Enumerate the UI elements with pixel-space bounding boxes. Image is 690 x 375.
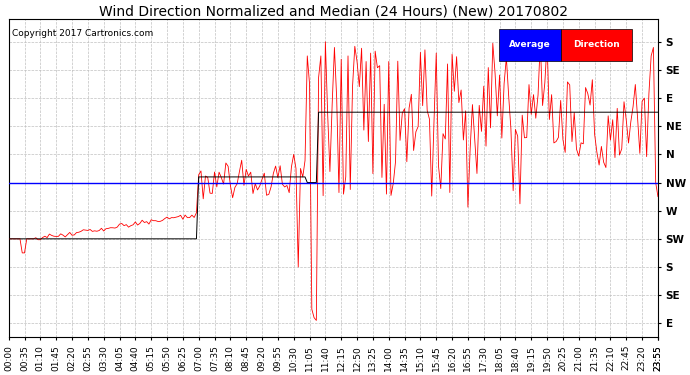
- Text: Average: Average: [509, 40, 551, 49]
- Text: Direction: Direction: [573, 40, 620, 49]
- Title: Wind Direction Normalized and Median (24 Hours) (New) 20170802: Wind Direction Normalized and Median (24…: [99, 4, 568, 18]
- FancyBboxPatch shape: [499, 29, 560, 61]
- FancyBboxPatch shape: [560, 29, 632, 61]
- Text: Copyright 2017 Cartronics.com: Copyright 2017 Cartronics.com: [12, 29, 153, 38]
